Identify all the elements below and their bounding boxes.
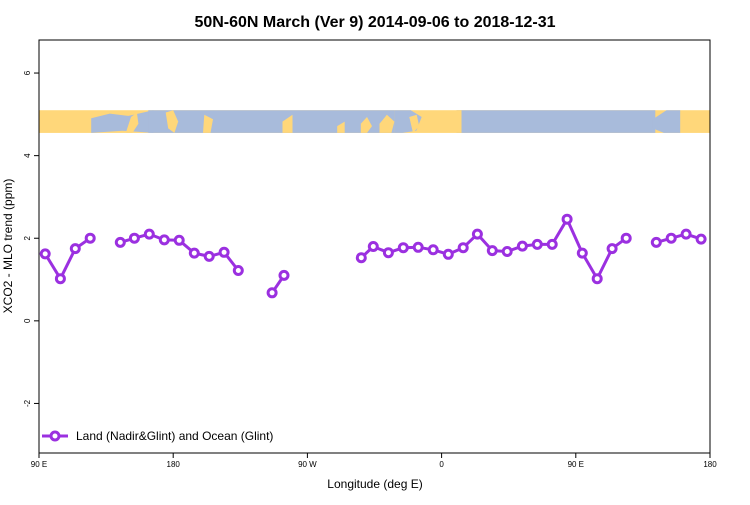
- data-point: [232, 265, 244, 276]
- data-point: [114, 236, 126, 248]
- data-point: [397, 242, 409, 254]
- data-point: [69, 243, 81, 255]
- data-point: [218, 246, 230, 258]
- data-point: [266, 287, 278, 299]
- y-tick-label: 0: [23, 318, 32, 323]
- data-point: [501, 246, 513, 257]
- map-band-landmass: [165, 110, 179, 133]
- legend-entry: Land (Nadir&Glint) and Ocean (Glint): [76, 429, 273, 443]
- data-point: [54, 273, 66, 285]
- x-axis-label: Longitude (deg E): [327, 477, 422, 491]
- data-point: [576, 247, 588, 259]
- data-point: [591, 273, 603, 285]
- series-layer: [39, 213, 707, 299]
- data-point: [516, 240, 528, 252]
- map-band-landmass: [282, 114, 293, 133]
- data-point: [278, 269, 290, 281]
- series-line-segment: [43, 236, 92, 281]
- map-band-ocean: [91, 110, 154, 133]
- data-point: [606, 243, 618, 255]
- map-band-landmass: [337, 121, 345, 133]
- legend: Land (Nadir&Glint) and Ocean (Glint): [42, 429, 273, 443]
- data-point: [561, 213, 573, 225]
- x-tick-label: 90 E: [568, 460, 584, 469]
- chart-title: 50N-60N March (Ver 9) 2014-09-06 to 2018…: [194, 14, 555, 31]
- data-point: [39, 248, 51, 260]
- x-tick-label: 180: [167, 460, 181, 469]
- data-point: [355, 252, 367, 264]
- data-point: [367, 241, 379, 252]
- data-point: [531, 238, 543, 250]
- data-point: [203, 250, 215, 262]
- map-band-landmass: [360, 117, 372, 133]
- data-point: [695, 233, 707, 245]
- data-point: [650, 236, 662, 248]
- y-axis: -2 0 2 4 6: [23, 70, 39, 407]
- data-point: [486, 245, 498, 257]
- data-point: [412, 241, 424, 253]
- map-band-landmass: [126, 112, 139, 133]
- data-point: [471, 228, 483, 240]
- data-point: [457, 242, 469, 254]
- map-band-ocean: [456, 110, 656, 133]
- map-band-landmass: [203, 114, 213, 133]
- x-tick-label: 0: [439, 460, 444, 469]
- map-band-ocean: [652, 110, 681, 133]
- y-tick-label: 6: [23, 70, 32, 75]
- y-tick-label: 4: [23, 153, 32, 158]
- data-point: [158, 234, 170, 246]
- y-axis-label: XCO2 - MLO trend (ppm): [1, 179, 15, 314]
- data-point: [442, 248, 454, 260]
- map-band-landmass: [456, 110, 462, 133]
- y-tick-label: -2: [23, 399, 32, 407]
- data-point: [546, 238, 558, 250]
- legend-marker: [49, 430, 61, 442]
- x-tick-label: 90 E: [31, 460, 47, 469]
- x-tick-label: 90 W: [298, 460, 317, 469]
- data-point: [143, 228, 155, 240]
- y-tick-label: 2: [23, 235, 32, 240]
- data-point: [620, 232, 632, 244]
- data-point: [173, 234, 185, 246]
- map-band-landmass: [379, 114, 395, 133]
- data-point: [665, 232, 677, 244]
- data-point: [84, 232, 96, 244]
- x-tick-label: 180: [703, 460, 717, 469]
- data-point: [680, 228, 692, 240]
- map-band-landmass: [409, 114, 420, 133]
- data-point: [188, 247, 200, 259]
- map-band: [39, 110, 710, 133]
- plot-frame: [38, 39, 711, 454]
- series-line-segment: [655, 232, 702, 244]
- data-point: [427, 244, 439, 256]
- map-band-ocean: [148, 110, 395, 133]
- data-point: [382, 247, 394, 259]
- x-axis: 90 E 180 90 W 0 90 E 180: [31, 453, 717, 469]
- data-point: [128, 232, 140, 244]
